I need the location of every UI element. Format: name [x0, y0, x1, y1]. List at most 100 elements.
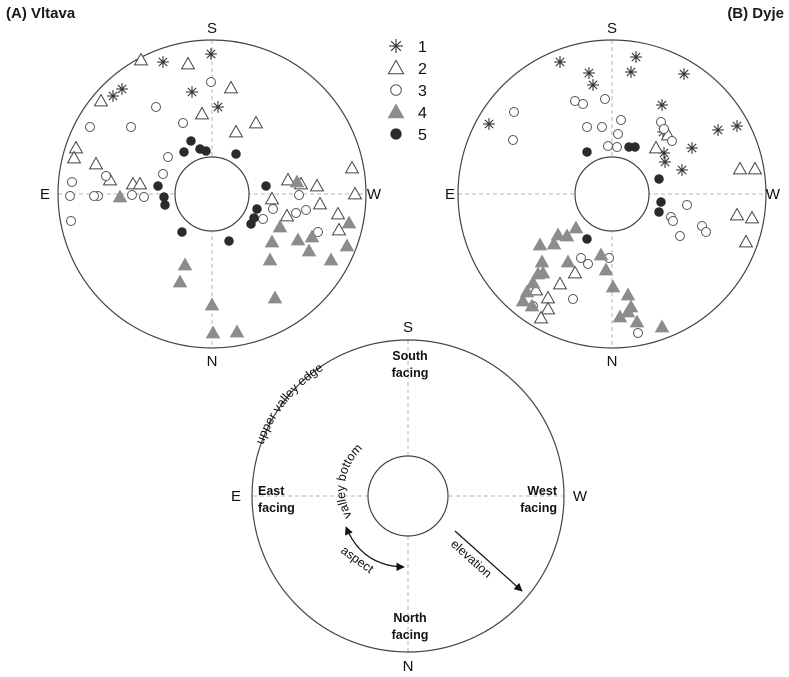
key-south-line2: facing	[392, 366, 429, 380]
panel-a-marker-type-2	[248, 115, 264, 129]
panel-a-marker-type-2	[194, 106, 210, 120]
key-dir-bottom: N	[403, 658, 414, 675]
panel-a-marker-type-4	[289, 174, 305, 188]
panel-a-marker-type-3	[206, 77, 216, 87]
panel-b-marker-type-5	[656, 197, 666, 207]
panel-b-marker-type-5	[654, 174, 664, 184]
panel-a-dir-bottom: N	[207, 353, 218, 370]
key-east-line2: facing	[258, 501, 295, 515]
panel-a-marker-type-3	[89, 191, 99, 201]
panel-a-marker-type-2	[88, 156, 104, 170]
panel-a-marker-type-3	[85, 122, 95, 132]
legend-label-3: 3	[418, 83, 427, 100]
panel-a-marker-type-4	[290, 232, 306, 246]
panel-b-marker-type-3	[675, 231, 685, 241]
panel-b-dir-bottom: N	[607, 353, 618, 370]
panel-b-marker-type-2	[729, 207, 745, 221]
key-north-line2: facing	[392, 628, 429, 642]
panel-a-marker-type-4	[301, 243, 317, 257]
panel-b-marker-type-3	[682, 200, 692, 210]
panel-a-marker-type-5	[179, 147, 189, 157]
panel-b-marker-type-4	[525, 275, 541, 289]
panel-a-marker-type-2	[280, 172, 296, 186]
panel-b-dir-right: W	[766, 186, 781, 203]
panel-a-marker-type-4	[177, 257, 193, 271]
panel-a-marker-type-1	[116, 83, 128, 95]
panel-b-marker-type-4	[620, 304, 636, 318]
panel-a-marker-type-2	[309, 178, 325, 192]
panel-a-marker-type-3	[151, 102, 161, 112]
panel-a-marker-type-3	[158, 169, 168, 179]
panel-a-marker-type-1	[212, 101, 224, 113]
key-valley-bottom: valley bottom	[334, 441, 365, 521]
panel-b-marker-type-1	[630, 51, 642, 63]
panel-b-marker-type-3	[612, 142, 622, 152]
panel-a-marker-type-1	[205, 48, 217, 60]
panel-a-dir-top: S	[207, 20, 217, 37]
legend-symbol-filled-circle	[390, 128, 402, 140]
panel-b-marker-type-5	[582, 234, 592, 244]
panel-a-marker-type-2	[68, 140, 84, 154]
key-north-line1: North	[393, 611, 426, 625]
panel-a-marker-type-3	[163, 152, 173, 162]
panel-a-plot	[57, 39, 367, 349]
panel-b-marker-type-1	[483, 118, 495, 130]
panel-a-marker-type-2	[223, 80, 239, 94]
panel-b-outer-ring	[457, 39, 767, 349]
panel-a-marker-type-3	[127, 190, 137, 200]
key-dir-right: W	[573, 488, 588, 505]
panel-b-marker-type-5	[582, 147, 592, 157]
panel-a-marker-type-4	[172, 274, 188, 288]
panel-a-marker-type-5	[231, 149, 241, 159]
key-west-line2: facing	[520, 501, 557, 515]
panel-a-marker-type-2	[132, 176, 148, 190]
key-outer-ring	[251, 339, 565, 653]
key-south-line1: South	[392, 349, 427, 363]
panel-a-marker-type-2	[344, 160, 360, 174]
panel-a-marker-type-3	[66, 216, 76, 226]
panel-a-marker-type-2	[93, 93, 109, 107]
key-panel	[251, 339, 565, 653]
panel-a-marker-type-1	[157, 56, 169, 68]
panel-b-marker-type-2	[738, 234, 754, 248]
panel-a-marker-type-3	[291, 208, 301, 218]
key-elevation: elevation	[448, 537, 495, 581]
key-dir-top: S	[403, 319, 413, 336]
panel-b-marker-type-3	[603, 141, 613, 151]
panel-b-marker-type-3	[667, 136, 677, 146]
panel-a-marker-type-4	[262, 252, 278, 266]
panel-a-dir-right: W	[367, 186, 382, 203]
panel-a-marker-type-4	[204, 297, 220, 311]
panel-b-marker-type-4	[534, 254, 550, 268]
panel-a-marker-type-3	[139, 192, 149, 202]
panel-b-marker-type-3	[583, 259, 593, 269]
panel-b-marker-type-1	[583, 67, 595, 79]
panel-b-marker-type-1	[686, 142, 698, 154]
panel-b-marker-type-3	[668, 216, 678, 226]
panel-a-marker-type-4	[229, 324, 245, 338]
panel-b-marker-type-3	[582, 122, 592, 132]
panel-b-marker-type-3	[576, 253, 586, 263]
panel-b-marker-type-1	[659, 156, 671, 168]
panel-a-marker-type-3	[294, 190, 304, 200]
legend-symbol-open-triangle	[387, 59, 405, 75]
panel-b-marker-type-4	[629, 314, 645, 328]
panel-a-marker-type-2	[228, 124, 244, 138]
panel-b-marker-type-2	[747, 161, 763, 175]
panel-b-marker-type-3	[578, 99, 588, 109]
panel-b-marker-type-1	[656, 99, 668, 111]
panel-a-marker-type-1	[186, 86, 198, 98]
panel-b-marker-type-2	[528, 282, 544, 296]
panel-b-dir-top: S	[607, 20, 617, 37]
panel-b-marker-type-2	[648, 140, 664, 154]
legend-symbol-asterisk	[389, 39, 403, 53]
panel-a-title: (A) Vltava	[6, 5, 76, 22]
panel-a-outer-ring	[57, 39, 367, 349]
panel-a-marker-type-5	[201, 146, 211, 156]
panel-a-marker-type-4	[267, 290, 283, 304]
legend: 1 2 3 4 5	[387, 39, 427, 144]
elevation-arrow	[454, 530, 523, 592]
panel-a-marker-type-4	[205, 325, 221, 339]
panel-b-marker-type-3	[701, 227, 711, 237]
